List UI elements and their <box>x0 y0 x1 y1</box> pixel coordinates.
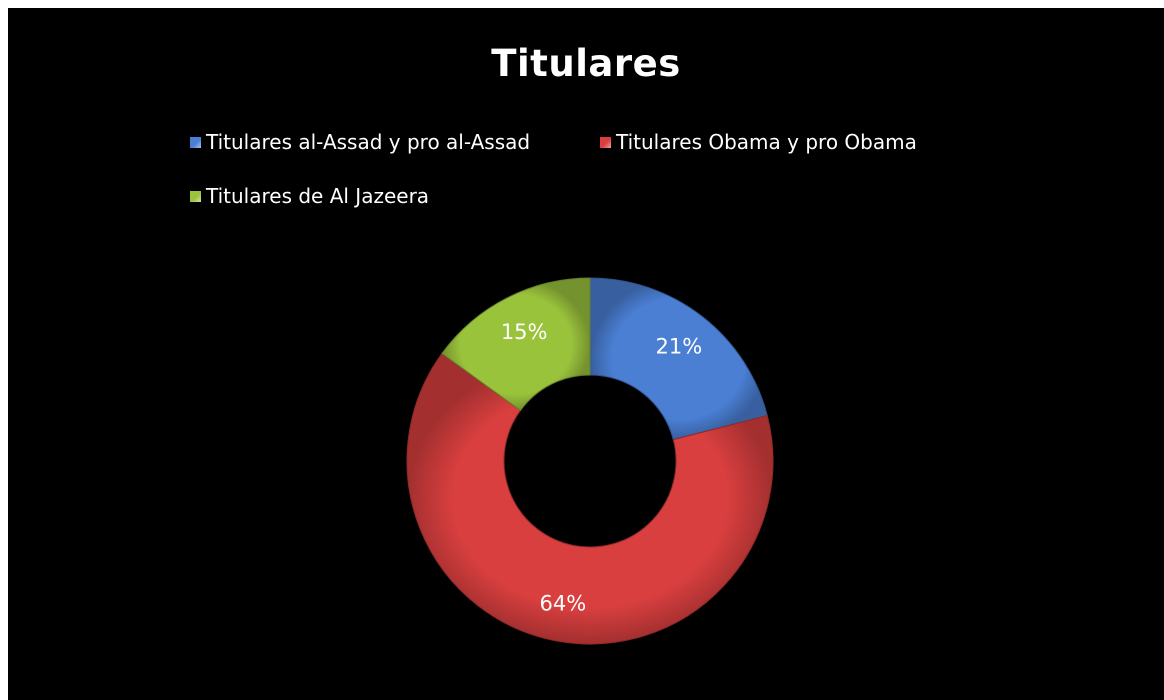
legend-label-assad: Titulares al-Assad y pro al-Assad <box>206 130 531 154</box>
legend-item-aljazeera: Titulares de Al Jazeera <box>190 184 429 208</box>
donut-chart: 21% 64% 15% <box>406 277 774 645</box>
donut-slice-assad <box>589 277 768 441</box>
donut-slice-obama <box>406 352 774 645</box>
legend-label-obama: Titulares Obama y pro Obama <box>616 130 917 154</box>
chart-area: Titulares Titulares al-Assad y pro al-As… <box>8 8 1164 700</box>
legend-swatch-obama <box>600 136 611 148</box>
chart-title: Titulares <box>491 42 681 85</box>
slice-label-assad: 21% <box>656 334 703 358</box>
legend-label-aljazeera: Titulares de Al Jazeera <box>206 184 430 208</box>
donut-slices <box>406 277 774 645</box>
donut-slice-aljazeera <box>441 277 591 412</box>
slice-label-aljazeera: 15% <box>501 320 548 344</box>
slice-label-obama: 64% <box>539 591 586 615</box>
legend-swatch-assad <box>190 136 201 148</box>
donut-labels: 21% 64% 15% <box>501 320 702 616</box>
legend-item-assad: Titulares al-Assad y pro al-Assad <box>190 130 530 154</box>
legend-item-obama: Titulares Obama y pro Obama <box>600 130 917 154</box>
legend-swatch-aljazeera <box>190 190 201 202</box>
